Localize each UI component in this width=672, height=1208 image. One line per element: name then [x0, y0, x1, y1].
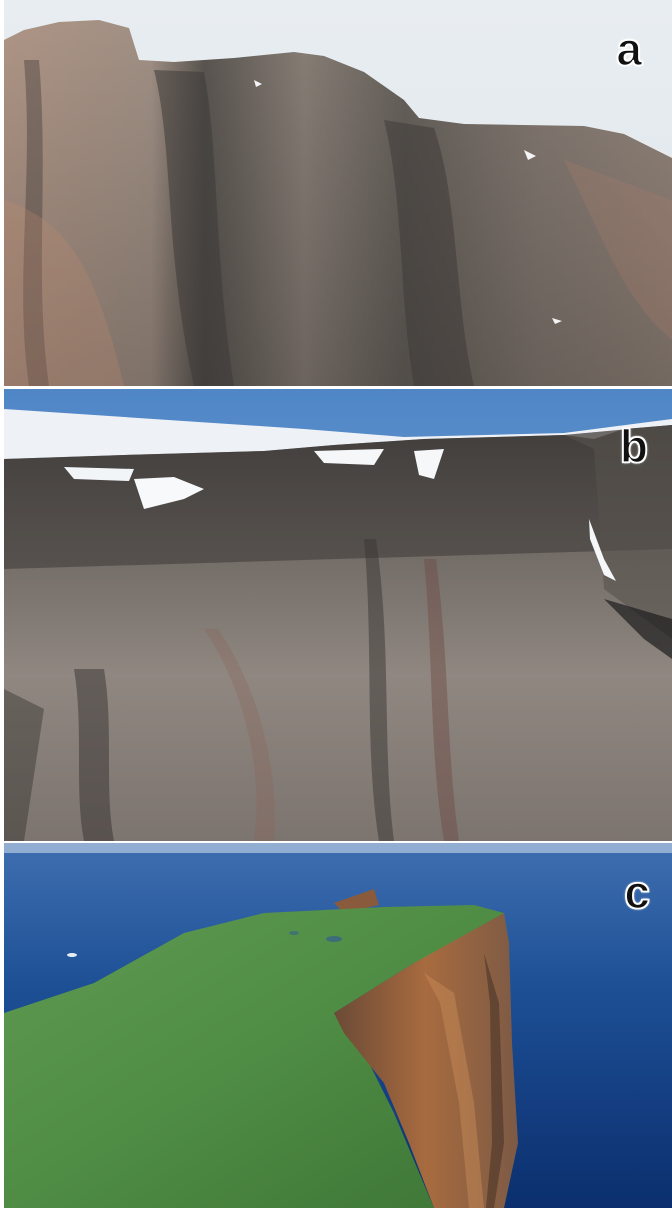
cliff-photo-b	[4, 389, 672, 841]
photo-panel-b: b	[4, 389, 672, 841]
panel-label-c: c	[624, 866, 651, 918]
panel-label-a: a	[616, 23, 643, 75]
photo-panel-a: a	[4, 0, 672, 386]
panel-label-b: b	[619, 420, 649, 472]
cliff-photo-a	[4, 0, 672, 386]
cliff-photo-c	[4, 843, 672, 1208]
photo-panel-c: c	[4, 843, 672, 1208]
